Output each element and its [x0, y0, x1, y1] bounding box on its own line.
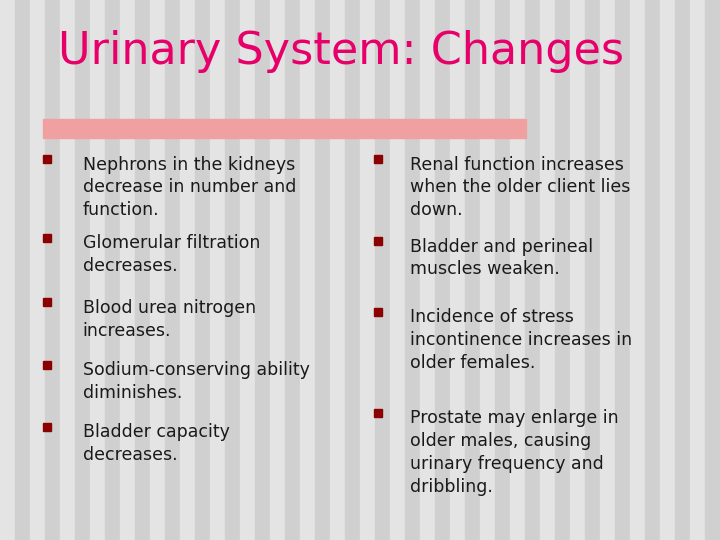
Text: Sodium-conserving ability
diminishes.: Sodium-conserving ability diminishes.	[83, 361, 310, 402]
Text: Nephrons in the kidneys
decrease in number and
function.: Nephrons in the kidneys decrease in numb…	[83, 156, 296, 219]
Bar	[43, 119, 526, 138]
Text: Prostate may enlarge in
older males, causing
urinary frequency and
dribbling.: Prostate may enlarge in older males, cau…	[410, 409, 619, 496]
Text: Bladder capacity
decreases.: Bladder capacity decreases.	[83, 423, 230, 464]
Text: Glomerular filtration
decreases.: Glomerular filtration decreases.	[83, 234, 260, 275]
Text: Bladder and perineal
muscles weaken.: Bladder and perineal muscles weaken.	[410, 238, 593, 279]
Text: Blood urea nitrogen
increases.: Blood urea nitrogen increases.	[83, 299, 256, 340]
Text: Urinary System: Changes: Urinary System: Changes	[58, 30, 624, 73]
Text: Incidence of stress
incontinence increases in
older females.: Incidence of stress incontinence increas…	[410, 308, 633, 372]
Text: Renal function increases
when the older client lies
down.: Renal function increases when the older …	[410, 156, 631, 219]
